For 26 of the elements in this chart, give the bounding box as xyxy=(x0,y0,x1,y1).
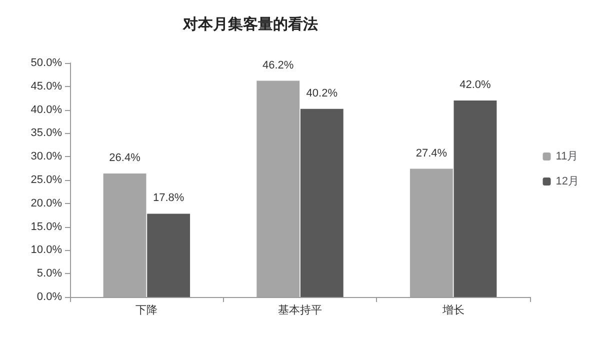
y-tick-label: 30.0% xyxy=(30,150,62,163)
bar xyxy=(147,214,190,297)
y-tick-label: 40.0% xyxy=(30,104,62,116)
bar xyxy=(454,100,497,297)
chart-title: 对本月集客量的看法 xyxy=(182,15,318,33)
y-tick-label: 25.0% xyxy=(30,174,62,186)
y-tick-label: 5.0% xyxy=(36,268,62,280)
data-label: 27.4% xyxy=(416,147,448,160)
x-tick-label: 基本持平 xyxy=(278,304,322,316)
y-tick-label: 35.0% xyxy=(30,127,62,140)
y-tick-label: 15.0% xyxy=(30,220,62,233)
x-tick-label: 下降 xyxy=(136,304,158,316)
legend-label: 11月 xyxy=(556,150,578,162)
data-label: 46.2% xyxy=(262,59,294,72)
y-tick-label: 0.0% xyxy=(36,291,62,303)
y-tick-label: 10.0% xyxy=(30,244,62,256)
bar xyxy=(300,108,344,297)
data-label: 42.0% xyxy=(460,78,492,91)
legend-label: 12月 xyxy=(556,176,580,188)
y-tick-label: 45.0% xyxy=(30,80,62,92)
y-tick-label: 20.0% xyxy=(30,197,62,210)
data-label: 17.8% xyxy=(152,192,184,204)
data-label: 40.2% xyxy=(306,87,338,100)
x-tick-label: 增长 xyxy=(441,304,464,316)
data-label: 26.4% xyxy=(109,152,141,164)
y-tick-label: 50.0% xyxy=(30,57,62,69)
